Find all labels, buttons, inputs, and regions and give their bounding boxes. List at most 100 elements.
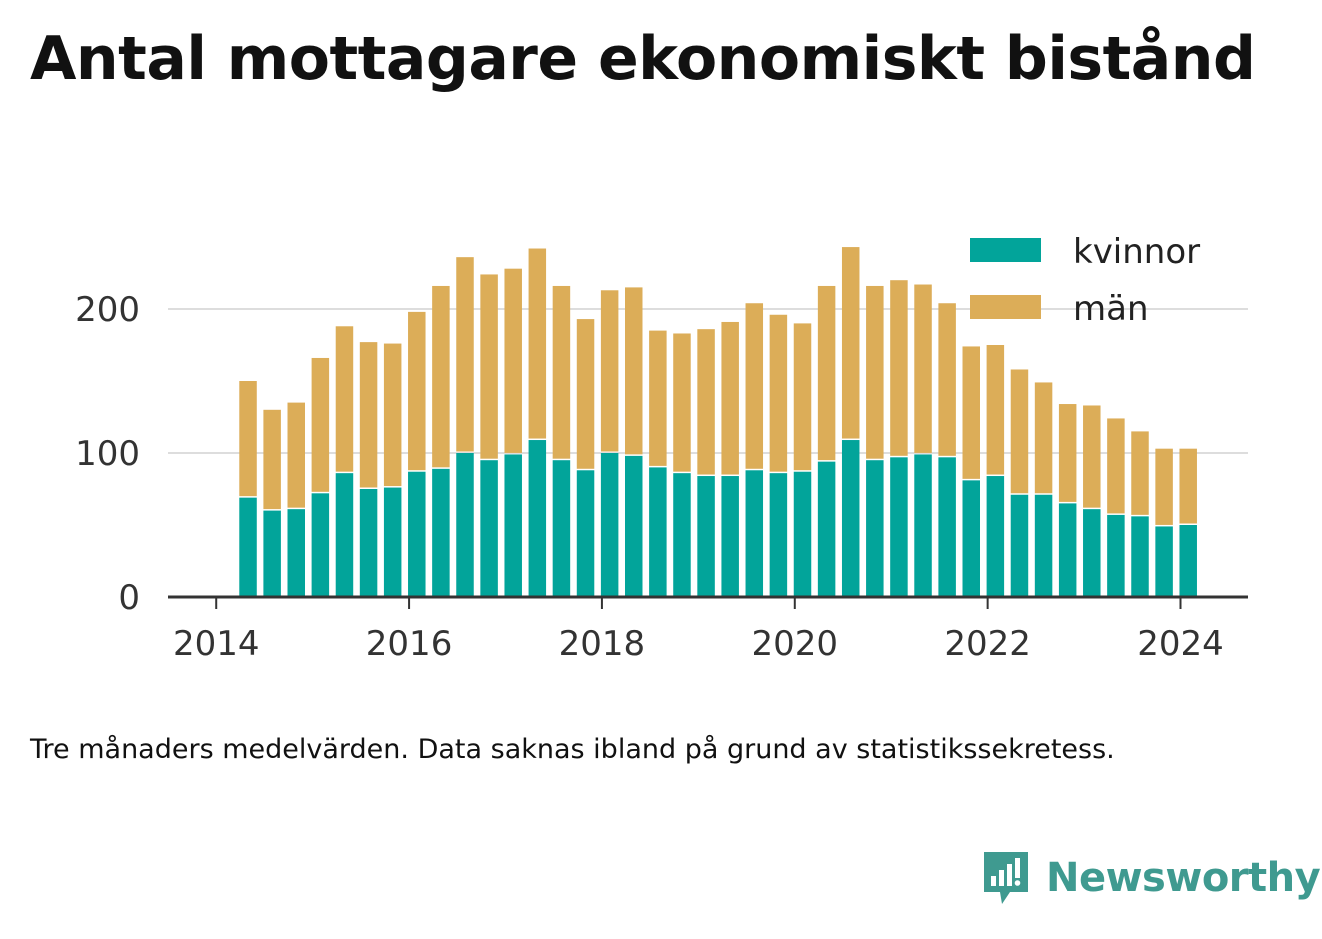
y-tick-label: 100 bbox=[75, 434, 140, 474]
x-tick-label: 2018 bbox=[559, 624, 646, 664]
bar-man bbox=[841, 247, 860, 439]
bar-kvinnor bbox=[528, 440, 547, 597]
brand-name: Newsworthy bbox=[1046, 855, 1321, 901]
bar-man bbox=[890, 280, 908, 456]
bar-kvinnor bbox=[769, 473, 788, 597]
bar-man bbox=[721, 321, 739, 475]
bar-man bbox=[1179, 448, 1197, 524]
bar-man bbox=[962, 346, 980, 479]
bar-kvinnor bbox=[745, 470, 764, 597]
x-tick-label: 2024 bbox=[1137, 624, 1224, 664]
bar-kvinnor bbox=[383, 487, 402, 597]
bar-kvinnor bbox=[335, 473, 354, 597]
bar-man bbox=[383, 343, 402, 487]
bar-man bbox=[576, 319, 595, 469]
bar-kvinnor bbox=[408, 471, 426, 597]
y-tick-label: 200 bbox=[75, 290, 140, 330]
legend: kvinnor män bbox=[970, 232, 1200, 329]
bar-kvinnor bbox=[504, 454, 522, 597]
bar-kvinnor bbox=[841, 440, 860, 597]
bar-man bbox=[1034, 382, 1053, 494]
bar-man bbox=[673, 333, 691, 472]
bar-man bbox=[552, 285, 571, 459]
bar-kvinnor bbox=[263, 510, 281, 597]
bar-kvinnor bbox=[986, 476, 1005, 597]
bar-kvinnor bbox=[914, 454, 932, 597]
bar-chart-icon bbox=[984, 852, 1028, 904]
bar-kvinnor bbox=[456, 453, 474, 597]
bar-man bbox=[817, 285, 836, 461]
legend-swatch-kvinnor bbox=[970, 238, 1041, 262]
bar-man bbox=[456, 257, 474, 452]
bar-man bbox=[432, 285, 450, 468]
bar-kvinnor bbox=[552, 460, 571, 597]
x-tick-label: 2016 bbox=[366, 624, 453, 664]
bar-kvinnor bbox=[1131, 516, 1149, 597]
chart-caption: Tre månaders medelvärden. Data saknas ib… bbox=[30, 734, 1115, 765]
bar-man bbox=[263, 409, 281, 510]
bar-kvinnor bbox=[1034, 494, 1053, 597]
bar-kvinnor bbox=[697, 476, 715, 597]
bar-kvinnor bbox=[1107, 514, 1125, 597]
bar-man bbox=[697, 329, 715, 475]
brand-logo: Newsworthy bbox=[980, 848, 1321, 908]
axes: 0 100 200 2014 2016 2018 2020 2022 2024 bbox=[75, 290, 1248, 664]
bar-man bbox=[769, 314, 788, 472]
bar-kvinnor bbox=[625, 455, 643, 597]
bar-man bbox=[1131, 431, 1149, 515]
bar-kvinnor bbox=[938, 457, 956, 597]
bar-man bbox=[528, 248, 547, 439]
bar-kvinnor bbox=[1083, 509, 1101, 597]
bar-man bbox=[1058, 404, 1077, 502]
bar-man bbox=[1083, 405, 1101, 508]
bar-man bbox=[359, 342, 378, 488]
bar-man bbox=[914, 284, 932, 453]
bar-kvinnor bbox=[576, 470, 595, 597]
bars bbox=[239, 247, 1197, 597]
bar-kvinnor bbox=[311, 493, 330, 597]
x-tick-label: 2022 bbox=[944, 624, 1031, 664]
bar-kvinnor bbox=[649, 467, 667, 597]
bar-man bbox=[408, 311, 426, 471]
bar-man bbox=[504, 268, 522, 453]
bar-kvinnor bbox=[1155, 526, 1173, 597]
bar-man bbox=[600, 290, 619, 452]
bar-kvinnor bbox=[1010, 494, 1029, 597]
bar-kvinnor bbox=[600, 453, 619, 597]
bar-man bbox=[480, 274, 498, 459]
bar-man bbox=[1010, 369, 1029, 494]
x-tick-label: 2020 bbox=[752, 624, 839, 664]
bar-kvinnor bbox=[1179, 525, 1197, 597]
bar-man bbox=[793, 323, 812, 471]
bar-man bbox=[287, 402, 305, 508]
bar-man bbox=[625, 287, 643, 455]
y-tick-label: 0 bbox=[118, 578, 140, 618]
bar-kvinnor bbox=[962, 480, 980, 597]
stacked-bar-chart: 0 100 200 2014 2016 2018 2020 2022 2024 kvinnor … bbox=[75, 232, 1248, 664]
bar-kvinnor bbox=[866, 460, 884, 597]
chart-title: Antal mottagare ekonomiskt bistånd bbox=[30, 24, 1256, 94]
bar-kvinnor bbox=[721, 476, 739, 597]
bar-kvinnor bbox=[673, 473, 691, 597]
bar-man bbox=[311, 357, 330, 492]
bar-man bbox=[1155, 448, 1173, 525]
x-tick-label: 2014 bbox=[173, 624, 260, 664]
bar-kvinnor bbox=[890, 457, 908, 597]
bar-man bbox=[649, 330, 667, 466]
bar-kvinnor bbox=[1058, 503, 1077, 597]
bar-man bbox=[1107, 418, 1125, 514]
bar-kvinnor bbox=[287, 509, 305, 597]
bar-man bbox=[866, 285, 884, 459]
bar-kvinnor bbox=[239, 497, 257, 597]
bar-man bbox=[335, 326, 354, 472]
legend-label-kvinnor: kvinnor bbox=[1073, 232, 1200, 272]
bar-kvinnor bbox=[432, 468, 450, 597]
bar-man bbox=[745, 303, 764, 469]
bar-man bbox=[986, 345, 1005, 475]
legend-label-man: män bbox=[1073, 289, 1149, 329]
bar-kvinnor bbox=[359, 489, 378, 597]
bar-kvinnor bbox=[793, 471, 812, 597]
legend-swatch-man bbox=[970, 295, 1041, 319]
bar-man bbox=[938, 303, 956, 456]
bar-kvinnor bbox=[480, 460, 498, 597]
